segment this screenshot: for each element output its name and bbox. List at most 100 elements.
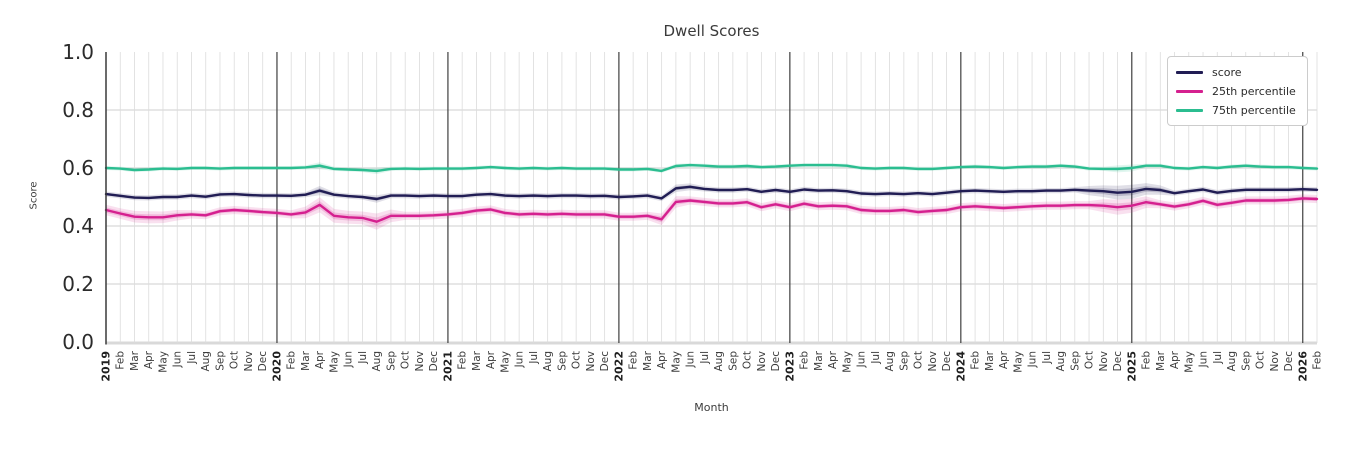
x-tick-label: Apr <box>827 350 839 369</box>
x-tick-label: Sep <box>727 351 739 371</box>
x-tick-label: 2025 <box>1125 351 1138 382</box>
x-tick-label: Jun <box>172 351 184 368</box>
x-tick-label: Apr <box>314 350 326 369</box>
x-tick-label: Jul <box>1212 351 1224 365</box>
chart-title: Dwell Scores <box>663 22 760 40</box>
x-tick-label: May <box>328 351 340 373</box>
x-tick-label: 2026 <box>1296 351 1309 382</box>
x-tick-label: Dec <box>257 351 269 372</box>
x-tick-label: 2024 <box>954 351 967 382</box>
y-tick-label: 0.4 <box>62 214 94 238</box>
x-tick-label: Oct <box>913 351 925 369</box>
x-tick-label: Mar <box>129 350 141 370</box>
x-tick-label: Nov <box>414 351 426 372</box>
x-tick-label: Dec <box>428 351 440 372</box>
x-tick-label: Jun <box>514 351 526 368</box>
75th-percentile-band <box>106 162 1317 175</box>
legend-entry-score: score <box>1176 63 1299 82</box>
legend-entry-75th-percentile: 75th percentile <box>1176 101 1299 120</box>
x-tick-label: 2023 <box>783 351 796 382</box>
x-tick-label: Feb <box>628 351 640 370</box>
x-tick-label: Apr <box>485 350 497 369</box>
x-tick-label: Sep <box>385 351 397 371</box>
x-tick-label: Jul <box>528 351 540 365</box>
x-tick-label: Mar <box>300 350 312 370</box>
y-tick-label: 0.6 <box>62 156 94 180</box>
x-tick-label: Apr <box>143 350 155 369</box>
legend-entry-25th-percentile: 25th percentile <box>1176 82 1299 101</box>
x-tick-label: May <box>157 351 169 373</box>
x-tick-label: 2020 <box>270 351 283 382</box>
legend-label: score <box>1212 66 1242 79</box>
y-tick-label: 0.0 <box>62 330 94 354</box>
x-tick-label: Dec <box>941 351 953 372</box>
y-tick-label: 0.8 <box>62 98 94 122</box>
x-tick-label: Mar <box>642 350 654 370</box>
x-tick-label: Dec <box>1283 351 1295 372</box>
x-tick-label: Aug <box>200 351 212 372</box>
series-lines <box>104 163 1319 223</box>
x-tick-label: Aug <box>371 351 383 372</box>
y-tick-label: 0.2 <box>62 272 94 296</box>
x-tick-label: Apr <box>998 350 1010 369</box>
x-tick-label: May <box>1012 351 1024 373</box>
p25-line-swatch <box>1176 90 1203 93</box>
y-tick-label: 1.0 <box>62 40 94 64</box>
x-tick-label: Apr <box>656 350 668 369</box>
25th-percentile-line <box>104 197 1319 223</box>
x-tick-label: Nov <box>585 351 597 372</box>
x-tick-label: Dec <box>1112 351 1124 372</box>
x-tick-label: Feb <box>799 351 811 370</box>
x-tick-label: Oct <box>571 351 583 369</box>
x-tick-label: Jul <box>357 351 369 365</box>
y-axis-label: Score <box>28 181 40 210</box>
y-tick-labels: 0.0 0.2 0.4 0.6 0.8 1.0 <box>62 40 94 354</box>
x-tick-label: Jun <box>685 351 697 368</box>
x-tick-label: Oct <box>742 351 754 369</box>
x-tick-label: Sep <box>1069 351 1081 371</box>
x-tick-label: Jul <box>186 351 198 365</box>
x-tick-label: Sep <box>898 351 910 371</box>
x-tick-label: Aug <box>1226 351 1238 372</box>
chart-legend: score 25th percentile 75th percentile <box>1167 56 1308 126</box>
x-tick-label: Mar <box>1155 350 1167 370</box>
x-tick-label: 2019 <box>100 351 113 382</box>
x-tick-label: Oct <box>1084 351 1096 369</box>
legend-label: 75th percentile <box>1212 104 1296 117</box>
x-tick-label: Jun <box>1027 351 1039 368</box>
x-tick-label: Feb <box>115 351 127 370</box>
x-tick-label: Nov <box>927 351 939 372</box>
x-tick-label: Oct <box>1255 351 1267 369</box>
x-tick-label: Sep <box>1240 351 1252 371</box>
x-tick-label: Dec <box>599 351 611 372</box>
x-tick-labels: 2019 Feb Mar Apr May Jun Jul Aug Sep Oct Nov Dec 202… <box>100 350 1324 381</box>
x-tick-label: Feb <box>970 351 982 370</box>
x-tick-label: Aug <box>884 351 896 372</box>
x-tick-label: May <box>841 351 853 373</box>
x-tick-label: Aug <box>542 351 554 372</box>
x-tick-label: Jul <box>699 351 711 365</box>
x-tick-label: Nov <box>1098 351 1110 372</box>
x-tick-label: May <box>1183 351 1195 373</box>
x-tick-label: Feb <box>457 351 469 370</box>
x-axis-label: Month <box>694 401 729 414</box>
x-tick-label: Oct <box>229 351 241 369</box>
score-line-swatch <box>1176 71 1203 74</box>
75th-percentile-line <box>104 163 1319 173</box>
score-band <box>106 183 1317 203</box>
p75-line-swatch <box>1176 109 1203 112</box>
x-tick-label: Mar <box>984 350 996 370</box>
x-tick-label: Feb <box>1141 351 1153 370</box>
x-tick-label: 2022 <box>612 351 625 382</box>
x-tick-label: Mar <box>813 350 825 370</box>
horizontal-gridlines <box>106 109 1317 345</box>
x-tick-label: Sep <box>214 351 226 371</box>
x-tick-label: Nov <box>756 351 768 372</box>
x-tick-label: Aug <box>713 351 725 372</box>
x-tick-label: 2021 <box>441 351 454 382</box>
score-line <box>104 185 1319 201</box>
x-tick-label: Dec <box>770 351 782 372</box>
x-tick-label: Feb <box>1312 351 1324 370</box>
